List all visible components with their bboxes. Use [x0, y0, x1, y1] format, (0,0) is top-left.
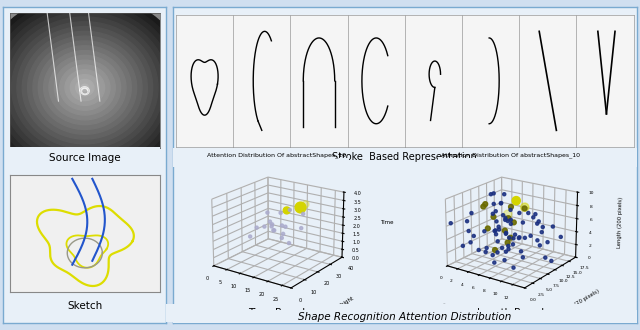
Title: Attention Distribution Of abstractShapes_10: Attention Distribution Of abstractShapes…: [441, 153, 580, 158]
Circle shape: [0, 3, 179, 173]
Text: Source Image: Source Image: [49, 152, 120, 163]
Title: Attention Distribution Of abstractShapes_10: Attention Distribution Of abstractShapes…: [207, 153, 346, 158]
Circle shape: [49, 55, 120, 120]
Circle shape: [1, 12, 169, 163]
Circle shape: [28, 36, 142, 139]
Circle shape: [44, 50, 126, 125]
Circle shape: [70, 75, 99, 101]
Circle shape: [0, 7, 174, 168]
X-axis label: Width (20 pixels): Width (20 pixels): [442, 303, 487, 320]
Circle shape: [0, 0, 185, 178]
Text: Shape Recognition Attention Distribution: Shape Recognition Attention Distribution: [298, 312, 511, 322]
Circle shape: [33, 41, 137, 134]
Circle shape: [65, 70, 104, 105]
Circle shape: [60, 65, 110, 110]
Text: Length Based: Length Based: [477, 308, 544, 318]
Circle shape: [6, 17, 163, 158]
Y-axis label: Height (20 pixels): Height (20 pixels): [558, 288, 601, 317]
Circle shape: [22, 31, 147, 144]
Text: Time Based: Time Based: [248, 308, 305, 318]
Circle shape: [17, 26, 153, 149]
Circle shape: [0, 0, 190, 182]
Text: Stroke  Based Representation: Stroke Based Representation: [332, 152, 477, 162]
Y-axis label: Height: Height: [337, 296, 355, 310]
Circle shape: [38, 46, 131, 129]
Circle shape: [76, 80, 94, 96]
Text: Sketch: Sketch: [67, 301, 102, 311]
Circle shape: [81, 84, 88, 91]
X-axis label: Width: Width: [222, 307, 239, 316]
Circle shape: [12, 22, 158, 153]
Circle shape: [54, 60, 115, 115]
